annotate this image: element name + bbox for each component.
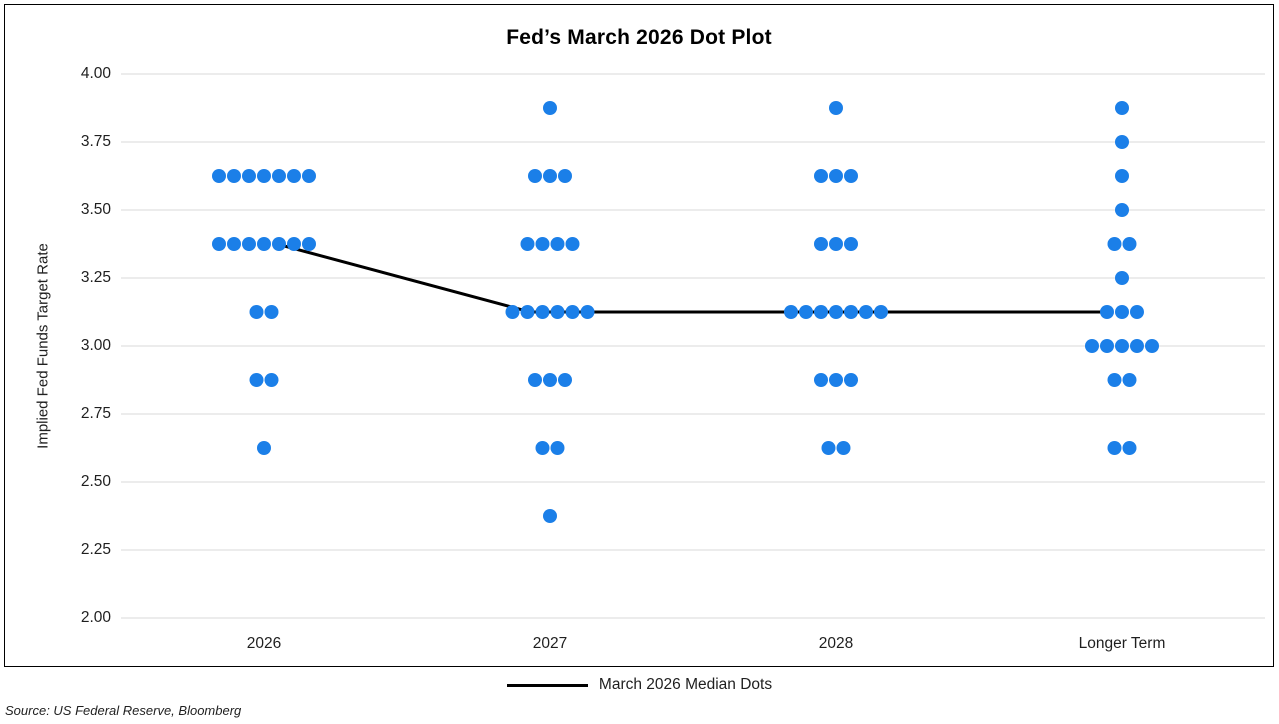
dot-plot-point	[1107, 237, 1122, 251]
dot-plot-point	[227, 237, 241, 251]
dot-plot-point	[814, 373, 828, 387]
dot-plot-point	[249, 373, 264, 387]
dot-plot-point	[264, 305, 279, 319]
dot-plot-point	[257, 441, 271, 455]
dot-plot-point	[227, 169, 241, 183]
dot-plot-point	[1085, 339, 1099, 353]
dot-plot-point	[242, 237, 256, 251]
dot-plot-point	[550, 237, 565, 251]
dot-plot-point	[505, 305, 520, 319]
dot-plot-point	[1107, 373, 1122, 387]
dot-plot-point	[257, 169, 271, 183]
x-category-label: 2027	[532, 635, 568, 652]
dot-plot-point	[302, 237, 316, 251]
y-tick-label: 4.00	[80, 65, 111, 82]
dot-plot-point	[242, 169, 256, 183]
dot-plot-point	[859, 305, 873, 319]
dot-plot-point	[257, 237, 271, 251]
legend-label: March 2026 Median Dots	[598, 676, 773, 693]
source-note: Source: US Federal Reserve, Bloomberg	[5, 703, 242, 718]
dot-plot-point	[1115, 305, 1129, 319]
median-line	[276, 242, 1102, 314]
dot-plot-point	[249, 305, 264, 319]
dot-plot-point	[528, 373, 542, 387]
dot-plot-point	[1115, 271, 1129, 285]
dot-plot-point	[558, 373, 572, 387]
dot-plot-point	[1122, 373, 1137, 387]
y-tick-label: 2.75	[80, 405, 111, 422]
dot-plot-point	[799, 305, 813, 319]
dot-plot-point	[212, 237, 226, 251]
dot-plot-point	[1130, 305, 1144, 319]
dot-plot-point	[287, 237, 301, 251]
dot-plot-point	[829, 169, 843, 183]
dot-plot-point	[520, 237, 535, 251]
y-tick-label: 2.25	[80, 541, 111, 558]
y-tick-label: 3.00	[80, 337, 111, 354]
dot-plot-point	[1115, 135, 1129, 149]
dot-plot-point	[829, 237, 843, 251]
dot-plot-point	[543, 169, 557, 183]
y-tick-label: 3.25	[80, 269, 111, 286]
dot-plot-point	[1115, 339, 1129, 353]
x-category-label: Longer Term	[1078, 635, 1166, 652]
dot-plot-point	[829, 373, 843, 387]
x-category-label: 2028	[818, 635, 854, 652]
dot-plot-point	[535, 441, 550, 455]
dot-plot-point	[1115, 101, 1129, 115]
dot-plot-point	[844, 305, 858, 319]
dot-plot-point	[543, 373, 557, 387]
dot-plot-point	[844, 373, 858, 387]
x-category-label: 2026	[246, 635, 282, 652]
dot-plot-point	[528, 169, 542, 183]
dot-plot-point	[784, 305, 798, 319]
y-tick-label: 3.50	[80, 201, 111, 218]
dot-plot-point	[287, 169, 301, 183]
chart-title: Fed’s March 2026 Dot Plot	[506, 26, 772, 49]
chart-frame: Fed’s March 2026 Dot Plot Implied Fed Fu…	[4, 4, 1274, 667]
plot-area	[121, 73, 1265, 619]
dot-plot-point	[565, 305, 580, 319]
dot-plot-point	[580, 305, 595, 319]
dot-plot-point	[543, 101, 557, 115]
dot-plot-point	[814, 169, 828, 183]
dot-plot-point	[821, 441, 836, 455]
dot-plot-point	[264, 373, 279, 387]
dot-plot-point	[212, 169, 226, 183]
y-tick-label: 2.00	[80, 609, 111, 626]
dot-plot-point	[272, 237, 286, 251]
dot-plot-point	[550, 305, 565, 319]
dot-plot-point	[829, 305, 843, 319]
dot-plot-point	[1122, 441, 1137, 455]
dot-plot-point	[844, 169, 858, 183]
dot-plot-point	[1122, 237, 1137, 251]
dot-plot-point	[1100, 339, 1114, 353]
dot-plot-point	[1130, 339, 1144, 353]
dot-plot-point	[1107, 441, 1122, 455]
dot-plot-point	[565, 237, 580, 251]
legend: March 2026 Median Dots	[0, 676, 1279, 694]
dot-plot-point	[829, 101, 843, 115]
dot-plot-point	[535, 237, 550, 251]
dot-plot-point	[836, 441, 851, 455]
median-line-swatch	[506, 683, 588, 687]
dot-plot-point	[535, 305, 550, 319]
dot-plot-point	[550, 441, 565, 455]
dot-plot-point	[1115, 169, 1129, 183]
dot-plot-point	[1145, 339, 1159, 353]
dot-plot-point	[1115, 203, 1129, 217]
dot-plot-point	[844, 237, 858, 251]
dot-plot-point	[874, 305, 888, 319]
dot-plot-point	[558, 169, 572, 183]
y-tick-label: 3.75	[80, 133, 111, 150]
dot-plot-point	[543, 509, 557, 523]
dot-plot-point	[814, 237, 828, 251]
dot-plot-point	[1100, 305, 1114, 319]
y-tick-label: 2.50	[80, 473, 111, 490]
dot-plot-point	[814, 305, 828, 319]
dot-plot-point	[302, 169, 316, 183]
dot-plot-point	[520, 305, 535, 319]
dot-plot-point	[272, 169, 286, 183]
